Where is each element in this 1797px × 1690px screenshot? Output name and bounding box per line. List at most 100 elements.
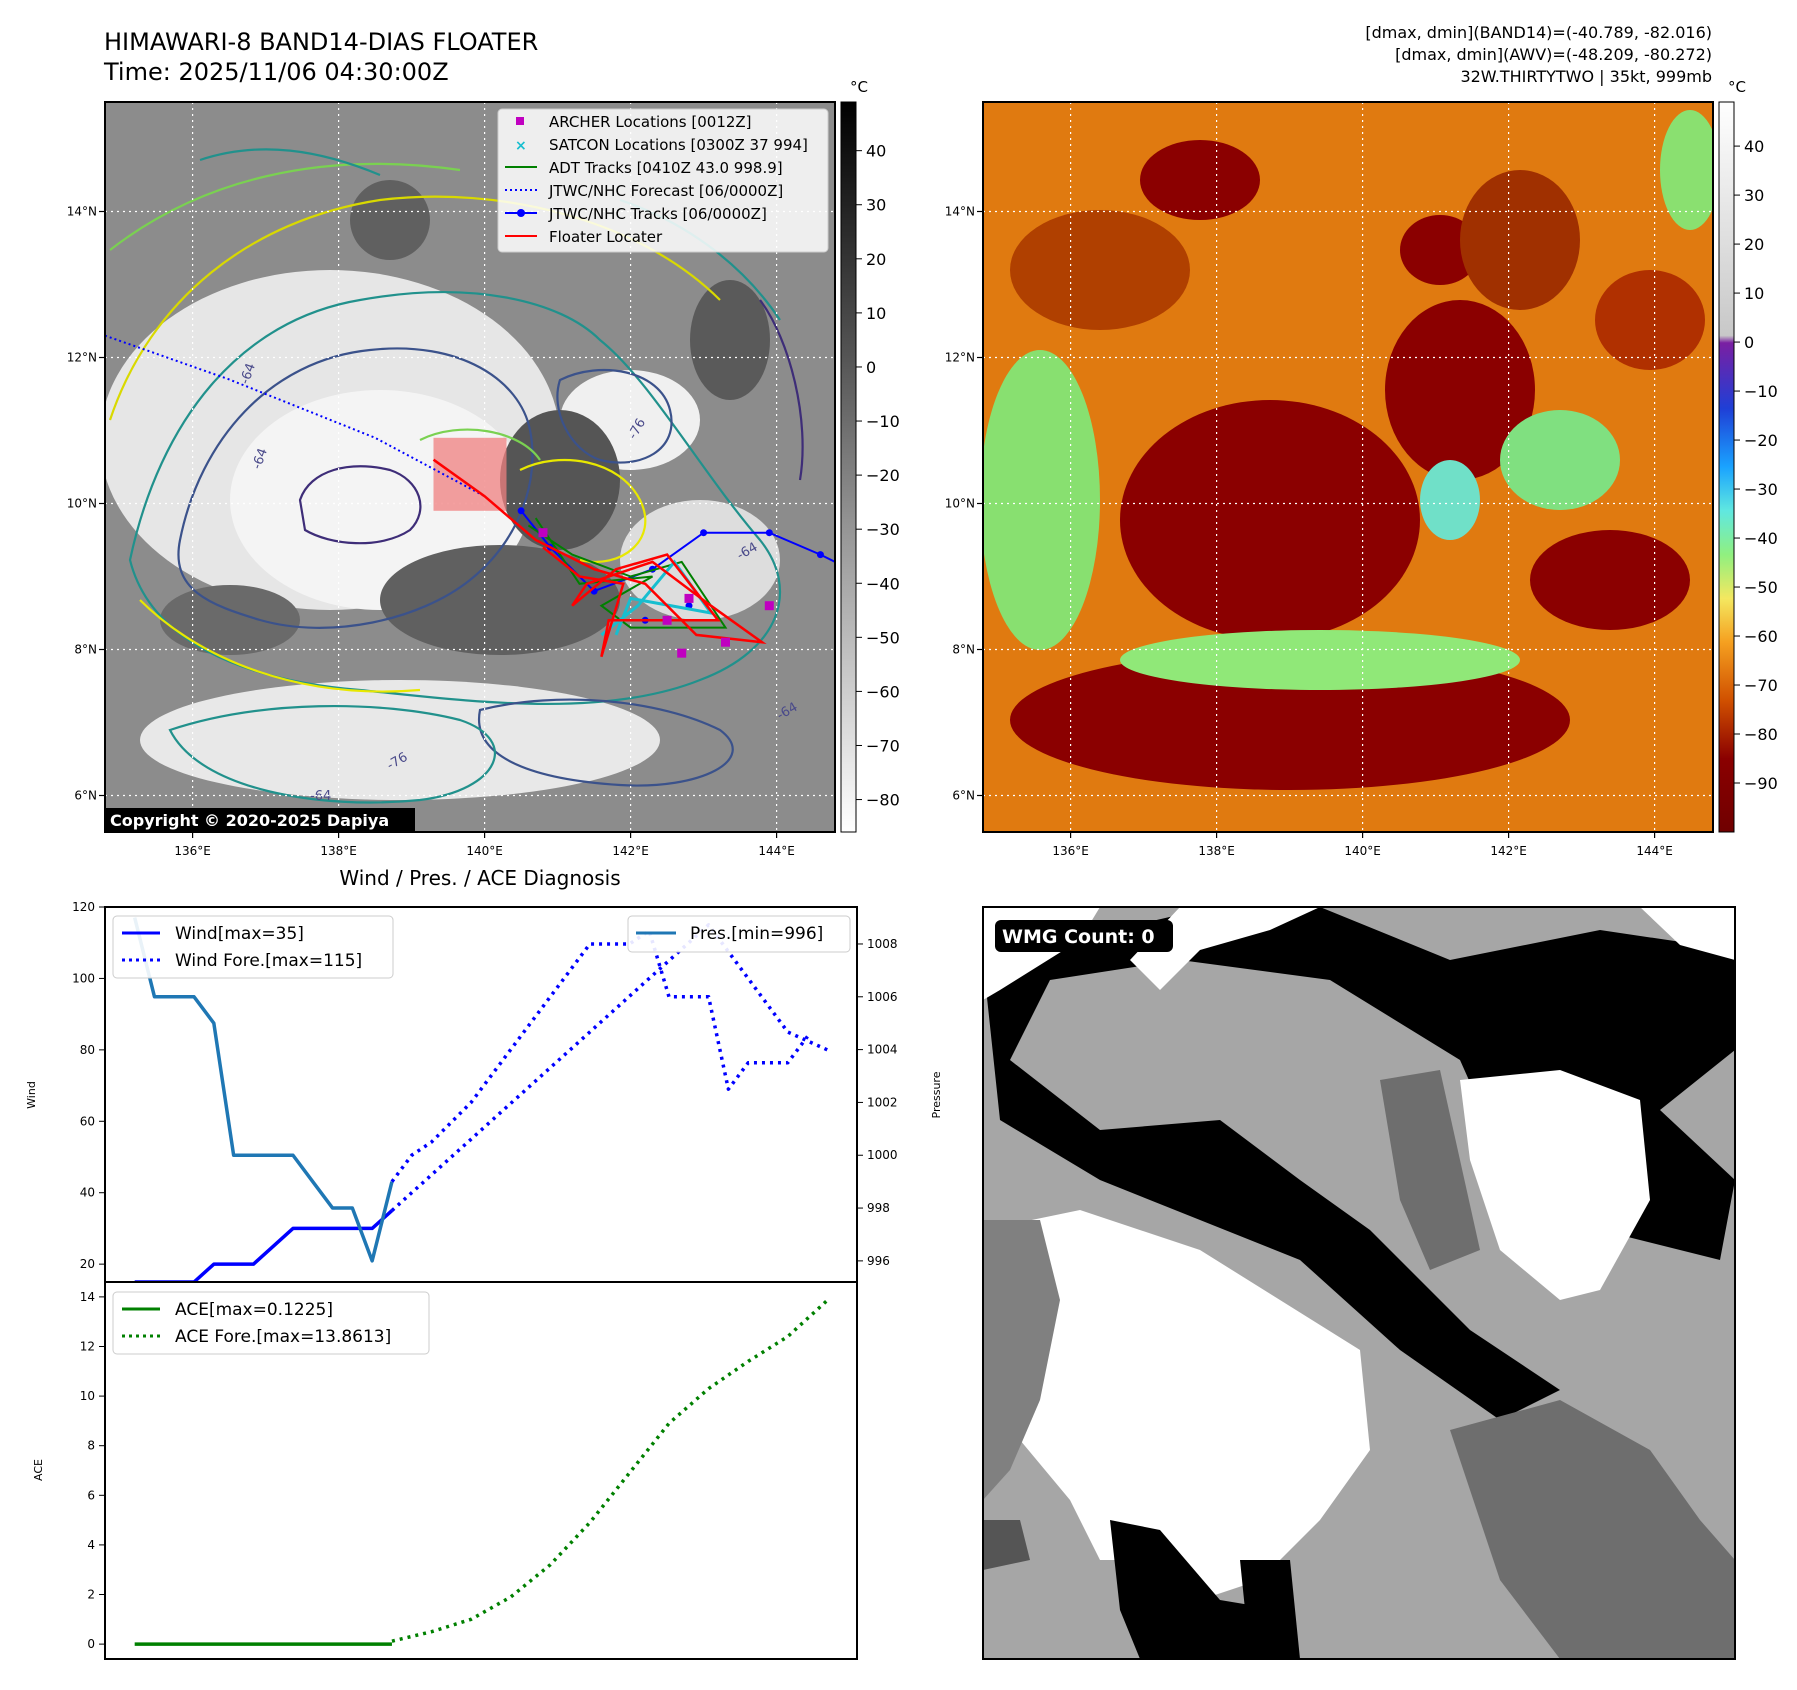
colorbar-tick-label: −50 [1744,578,1778,597]
wind-axis-label: Wind [25,1081,38,1109]
wmg-panel: WMG Count: 0 [982,906,1736,1660]
colorbar-tick-label: −80 [1744,725,1778,744]
ir-imagery: -64 -76 -64 -64 -76 -64 -64 [105,102,835,832]
pressure-legend [627,915,851,953]
lon-tick-label: 142°E [1490,844,1527,858]
jtwc-track-point [816,551,824,559]
legend-archer: ARCHER Locations [0012Z] [549,113,752,131]
lon-tick-label: 142°E [612,844,649,858]
legend-forecast: JTWC/NHC Forecast [06/0000Z] [548,182,783,200]
lon-tick-label: 138°E [320,844,357,858]
legend-adt: ADT Tracks [0410Z 43.0 998.9] [549,159,783,177]
legend-ace-fore: ACE Fore.[max=13.8613] [175,1327,391,1347]
series-line [134,1209,394,1282]
lon-tick-label: 144°E [1636,844,1673,858]
floater-track [432,458,767,658]
floater-box [433,437,507,511]
archer-location [538,528,548,538]
wmg-count-box [995,920,1173,952]
lat-tick-label: 10°N [945,497,975,511]
copyright: Copyright © 2020-2025 Dapiya [110,811,389,830]
color-colorbar-unit: °C [1728,78,1746,96]
lat-tick-label: 14°N [67,205,97,219]
colorbar-tick-label: 30 [1744,186,1764,205]
color-ir-map: 136°E 138°E 140°E 142°E 144°E 14°N 12°N 10°N 8°N… [945,101,1714,859]
ace-tick-label: 2 [87,1588,95,1602]
ace-axis-label: ACE [32,1459,45,1481]
ace-tick-label: 0 [87,1637,95,1651]
colorbar-tick-label: −20 [866,466,900,485]
wind-pressure-chart: 120 100 80 60 40 20 1008 1006 1004 1002 1000 998 996… [25,900,943,1283]
lat-tick-label: 10°N [67,497,97,511]
colorbar-tick-label: 20 [866,250,886,269]
storm-tracks [105,334,835,658]
colorbar-tick-label: 0 [866,358,876,377]
ace-tick-label: 6 [87,1488,95,1502]
ir-map: -64 -76 -64 -64 -76 -64 -64 ARCHER Locat… [67,101,836,858]
colorbar-tick-label: −10 [866,412,900,431]
colorbar-tick-label: −20 [1744,431,1778,450]
legend-satcon: SATCON Locations [0300Z 37 994] [549,136,808,154]
info-band14: [dmax, dmin](BAND14)=(-40.789, -82.016) [1365,23,1712,42]
legend-archer-marker [516,117,524,125]
adt-track [527,517,728,629]
ace-tick-label: 14 [80,1290,95,1304]
info-storm: 32W.THIRTYTWO | 35kt, 999mb [1460,67,1712,86]
legend-ace: ACE[max=0.1225] [175,1300,333,1320]
wind-legend [112,915,394,979]
colorbar-tick-label: 10 [1744,284,1764,303]
ace-tick-label: 10 [80,1389,95,1403]
color-map-ticks: 136°E 138°E 140°E 142°E 144°E 14°N 12°N 10°N 8°N… [945,205,1673,859]
figure-time: Time: 2025/11/06 04:30:00Z [103,58,449,86]
archer-location [662,615,672,625]
jtwc-track-point [517,507,525,515]
color-colorbar: °C 40 30 20 10 0 −10 −20 −30 −40 −50 −60 −70 −80 −90 [1718,78,1778,833]
map-legend: ARCHER Locations [0012Z] × SATCON Locati… [497,108,829,253]
pressure-tick-label: 998 [867,1201,890,1215]
contour-label: -64 [310,789,331,804]
colorbar-tick-label: −50 [866,628,900,647]
gray-colorbar-unit: °C [850,78,868,96]
ace-tick-label: 8 [87,1439,95,1453]
copyright-box [104,808,415,832]
archer-location [764,601,774,611]
colorbar-tick-label: 40 [1744,137,1764,156]
colorbar-tick-label: 0 [1744,333,1754,352]
colorbar-tick-label: −70 [1744,676,1778,695]
legend-tracks: JTWC/NHC Tracks [06/0000Z] [548,205,767,223]
legend-wind: Wind[max=35] [175,924,304,944]
lat-tick-label: 12°N [945,351,975,365]
colorbar-tick-label: 10 [866,304,886,323]
jtwc-forecast-track [105,334,486,498]
colorbar-tick-label: 40 [866,142,886,161]
legend-wind-fore: Wind Fore.[max=115] [175,951,362,971]
archer-location [677,648,687,658]
lon-tick-label: 144°E [758,844,795,858]
jtwc-track-point [765,529,773,537]
lat-tick-label: 8°N [74,643,97,657]
pressure-tick-label: 1006 [867,990,898,1004]
colorbar-tick-label: −60 [866,682,900,701]
legend-floater: Floater Locater [549,228,663,246]
legend-pres: Pres.[min=996] [690,924,823,944]
colorbar-tick-label: −40 [866,574,900,593]
contour-label: -64 [250,446,271,471]
wind-tick-label: 60 [80,1114,95,1128]
lon-tick-label: 138°E [1198,844,1235,858]
diagnosis-title: Wind / Pres. / ACE Diagnosis [339,866,620,890]
pressure-axis-label: Pressure [930,1071,943,1118]
colorbar-tick-label: −30 [866,520,900,539]
lon-tick-label: 136°E [174,844,211,858]
series-line [390,923,829,1212]
color-ir-imagery [983,102,1713,832]
pressure-tick-label: 996 [867,1254,890,1268]
contour-label: -64 [238,361,259,386]
series-line [132,917,394,1263]
colorbar-tick-label: −60 [1744,627,1778,646]
colorbar-tick-label: −40 [1744,529,1778,548]
lat-tick-label: 12°N [67,351,97,365]
ace-tick-label: 12 [80,1339,95,1353]
gray-colorbar: °C 40 30 20 10 0 −10 −20 −30 −40 −50 −60 −70 −80 [840,78,900,833]
pressure-tick-label: 1000 [867,1148,898,1162]
